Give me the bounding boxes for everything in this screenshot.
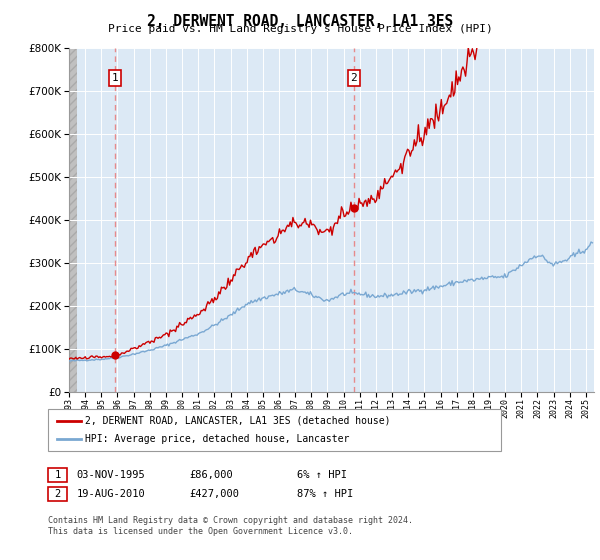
Text: 2: 2 bbox=[350, 73, 357, 83]
Text: 2, DERWENT ROAD, LANCASTER, LA1 3ES (detached house): 2, DERWENT ROAD, LANCASTER, LA1 3ES (det… bbox=[85, 416, 391, 426]
Text: 1: 1 bbox=[112, 73, 118, 83]
Text: 6% ↑ HPI: 6% ↑ HPI bbox=[297, 470, 347, 480]
Text: 2: 2 bbox=[55, 489, 61, 499]
Text: Contains HM Land Registry data © Crown copyright and database right 2024.
This d: Contains HM Land Registry data © Crown c… bbox=[48, 516, 413, 536]
Text: 19-AUG-2010: 19-AUG-2010 bbox=[77, 489, 146, 499]
Text: Price paid vs. HM Land Registry's House Price Index (HPI): Price paid vs. HM Land Registry's House … bbox=[107, 24, 493, 34]
Text: 2, DERWENT ROAD, LANCASTER, LA1 3ES: 2, DERWENT ROAD, LANCASTER, LA1 3ES bbox=[147, 14, 453, 29]
Text: HPI: Average price, detached house, Lancaster: HPI: Average price, detached house, Lanc… bbox=[85, 434, 350, 444]
Text: £427,000: £427,000 bbox=[189, 489, 239, 499]
Text: 03-NOV-1995: 03-NOV-1995 bbox=[77, 470, 146, 480]
Bar bbox=[69, 48, 77, 392]
Text: £86,000: £86,000 bbox=[189, 470, 233, 480]
Text: 1: 1 bbox=[55, 470, 61, 480]
Text: 87% ↑ HPI: 87% ↑ HPI bbox=[297, 489, 353, 499]
